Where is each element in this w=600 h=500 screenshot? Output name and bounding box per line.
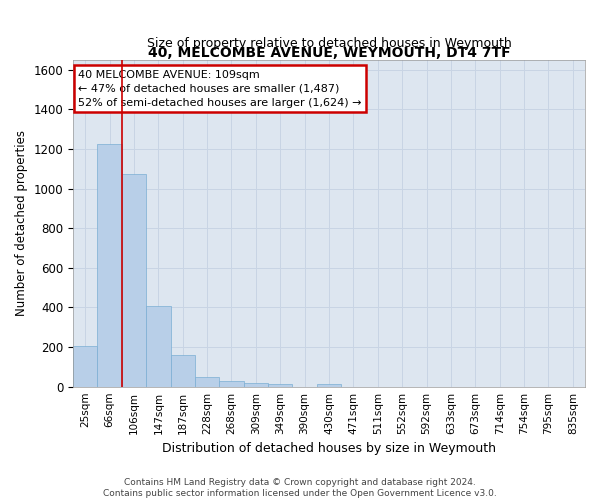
X-axis label: Distribution of detached houses by size in Weymouth: Distribution of detached houses by size … — [162, 442, 496, 455]
Bar — [268, 384, 292, 386]
Bar — [73, 346, 97, 387]
Bar — [317, 384, 341, 386]
Bar — [220, 381, 244, 386]
Text: Size of property relative to detached houses in Weymouth: Size of property relative to detached ho… — [146, 37, 511, 50]
Text: Contains HM Land Registry data © Crown copyright and database right 2024.
Contai: Contains HM Land Registry data © Crown c… — [103, 478, 497, 498]
Bar — [244, 383, 268, 386]
Title: 40, MELCOMBE AVENUE, WEYMOUTH, DT4 7TF: 40, MELCOMBE AVENUE, WEYMOUTH, DT4 7TF — [148, 46, 511, 60]
Bar — [122, 174, 146, 386]
Bar — [170, 355, 195, 386]
Bar — [195, 377, 220, 386]
Y-axis label: Number of detached properties: Number of detached properties — [15, 130, 28, 316]
Text: 40 MELCOMBE AVENUE: 109sqm
← 47% of detached houses are smaller (1,487)
52% of s: 40 MELCOMBE AVENUE: 109sqm ← 47% of deta… — [78, 70, 362, 108]
Bar — [97, 144, 122, 386]
Bar — [146, 306, 170, 386]
